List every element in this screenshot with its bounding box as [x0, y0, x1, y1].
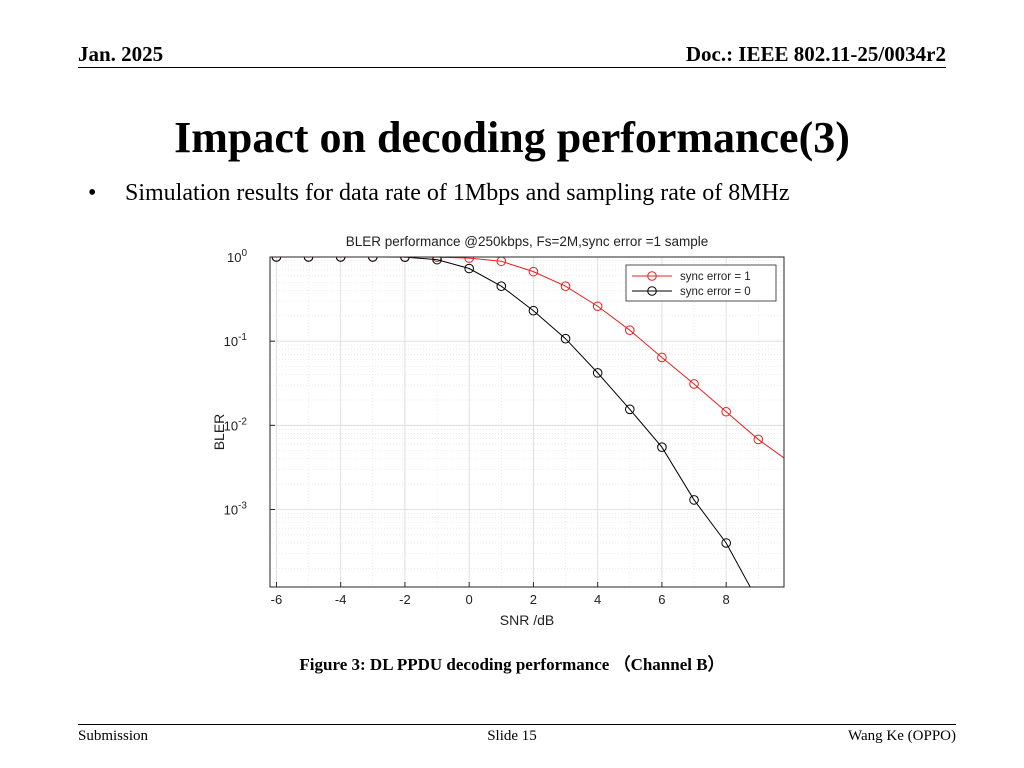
x-axis-label: SNR /dB: [500, 612, 554, 628]
legend-marker: [647, 271, 657, 281]
legend-marker: [647, 286, 657, 296]
x-tick-label: -2: [399, 592, 411, 607]
legend-label: sync error = 1: [680, 271, 751, 283]
header-divider: [78, 67, 946, 68]
data-point: [689, 495, 699, 505]
data-point: [625, 325, 635, 335]
x-tick-label: 6: [658, 592, 665, 607]
header-date: Jan. 2025: [78, 42, 164, 66]
series-line-1: [276, 257, 751, 587]
bullet-marker: •: [88, 180, 97, 206]
footer-divider: [78, 724, 956, 725]
data-point: [753, 434, 764, 445]
data-point: [592, 301, 603, 312]
data-point: [657, 442, 667, 452]
data-point: [625, 404, 635, 415]
legend-label: sync error = 0: [680, 286, 751, 298]
data-point: [657, 352, 667, 363]
figure-caption: Figure 3: DL PPDU decoding performance （…: [299, 655, 725, 674]
x-tick-label: -4: [335, 592, 347, 607]
y-tick-label: 10-3: [224, 500, 248, 517]
bullet-text: Simulation results for data rate of 1Mbp…: [125, 180, 790, 206]
x-tick-label: 4: [594, 592, 601, 607]
slide-title: Impact on decoding performance(3): [174, 113, 850, 162]
data-point: [464, 257, 474, 263]
data-point: [560, 281, 571, 291]
y-axis-label: BLER: [211, 414, 227, 451]
plot-area: [270, 257, 784, 587]
bler-chart: -6 -4 -2 0 2 4 6 8 100 10-1 10-2 10-3 BLER performan…: [211, 234, 795, 628]
y-tick-label: 10-2: [224, 416, 248, 433]
x-tick-label: -6: [271, 592, 283, 607]
data-point: [721, 406, 731, 417]
data-point: [464, 263, 474, 274]
x-tick-label: 2: [530, 592, 537, 607]
data-point: [432, 257, 442, 265]
footer-author: Wang Ke (OPPO): [848, 728, 956, 744]
x-tick-label: 8: [723, 592, 730, 607]
data-point: [496, 257, 507, 267]
data-point: [528, 305, 539, 316]
data-point: [528, 266, 539, 277]
data-point: [592, 368, 603, 378]
data-point: [689, 379, 699, 389]
data-point: [721, 538, 731, 548]
data-point: [786, 458, 795, 467]
footer-submission: Submission: [78, 728, 149, 744]
y-tick-label: 100: [227, 248, 247, 265]
plot-frame: [269, 256, 785, 588]
chart-title: BLER performance @250kbps, Fs=2M,sync er…: [346, 234, 709, 249]
y-tick-label: 10-1: [224, 332, 248, 349]
header-doc-id: Doc.: IEEE 802.11-25/0034r2: [685, 42, 946, 66]
footer-slide-number: Slide 15: [487, 728, 537, 744]
data-point: [496, 281, 507, 291]
data-point: [754, 598, 763, 607]
grid-lines: [270, 257, 784, 587]
series-line-0: [276, 257, 784, 459]
x-tick-label: 0: [466, 592, 473, 607]
data-point: [560, 333, 571, 344]
